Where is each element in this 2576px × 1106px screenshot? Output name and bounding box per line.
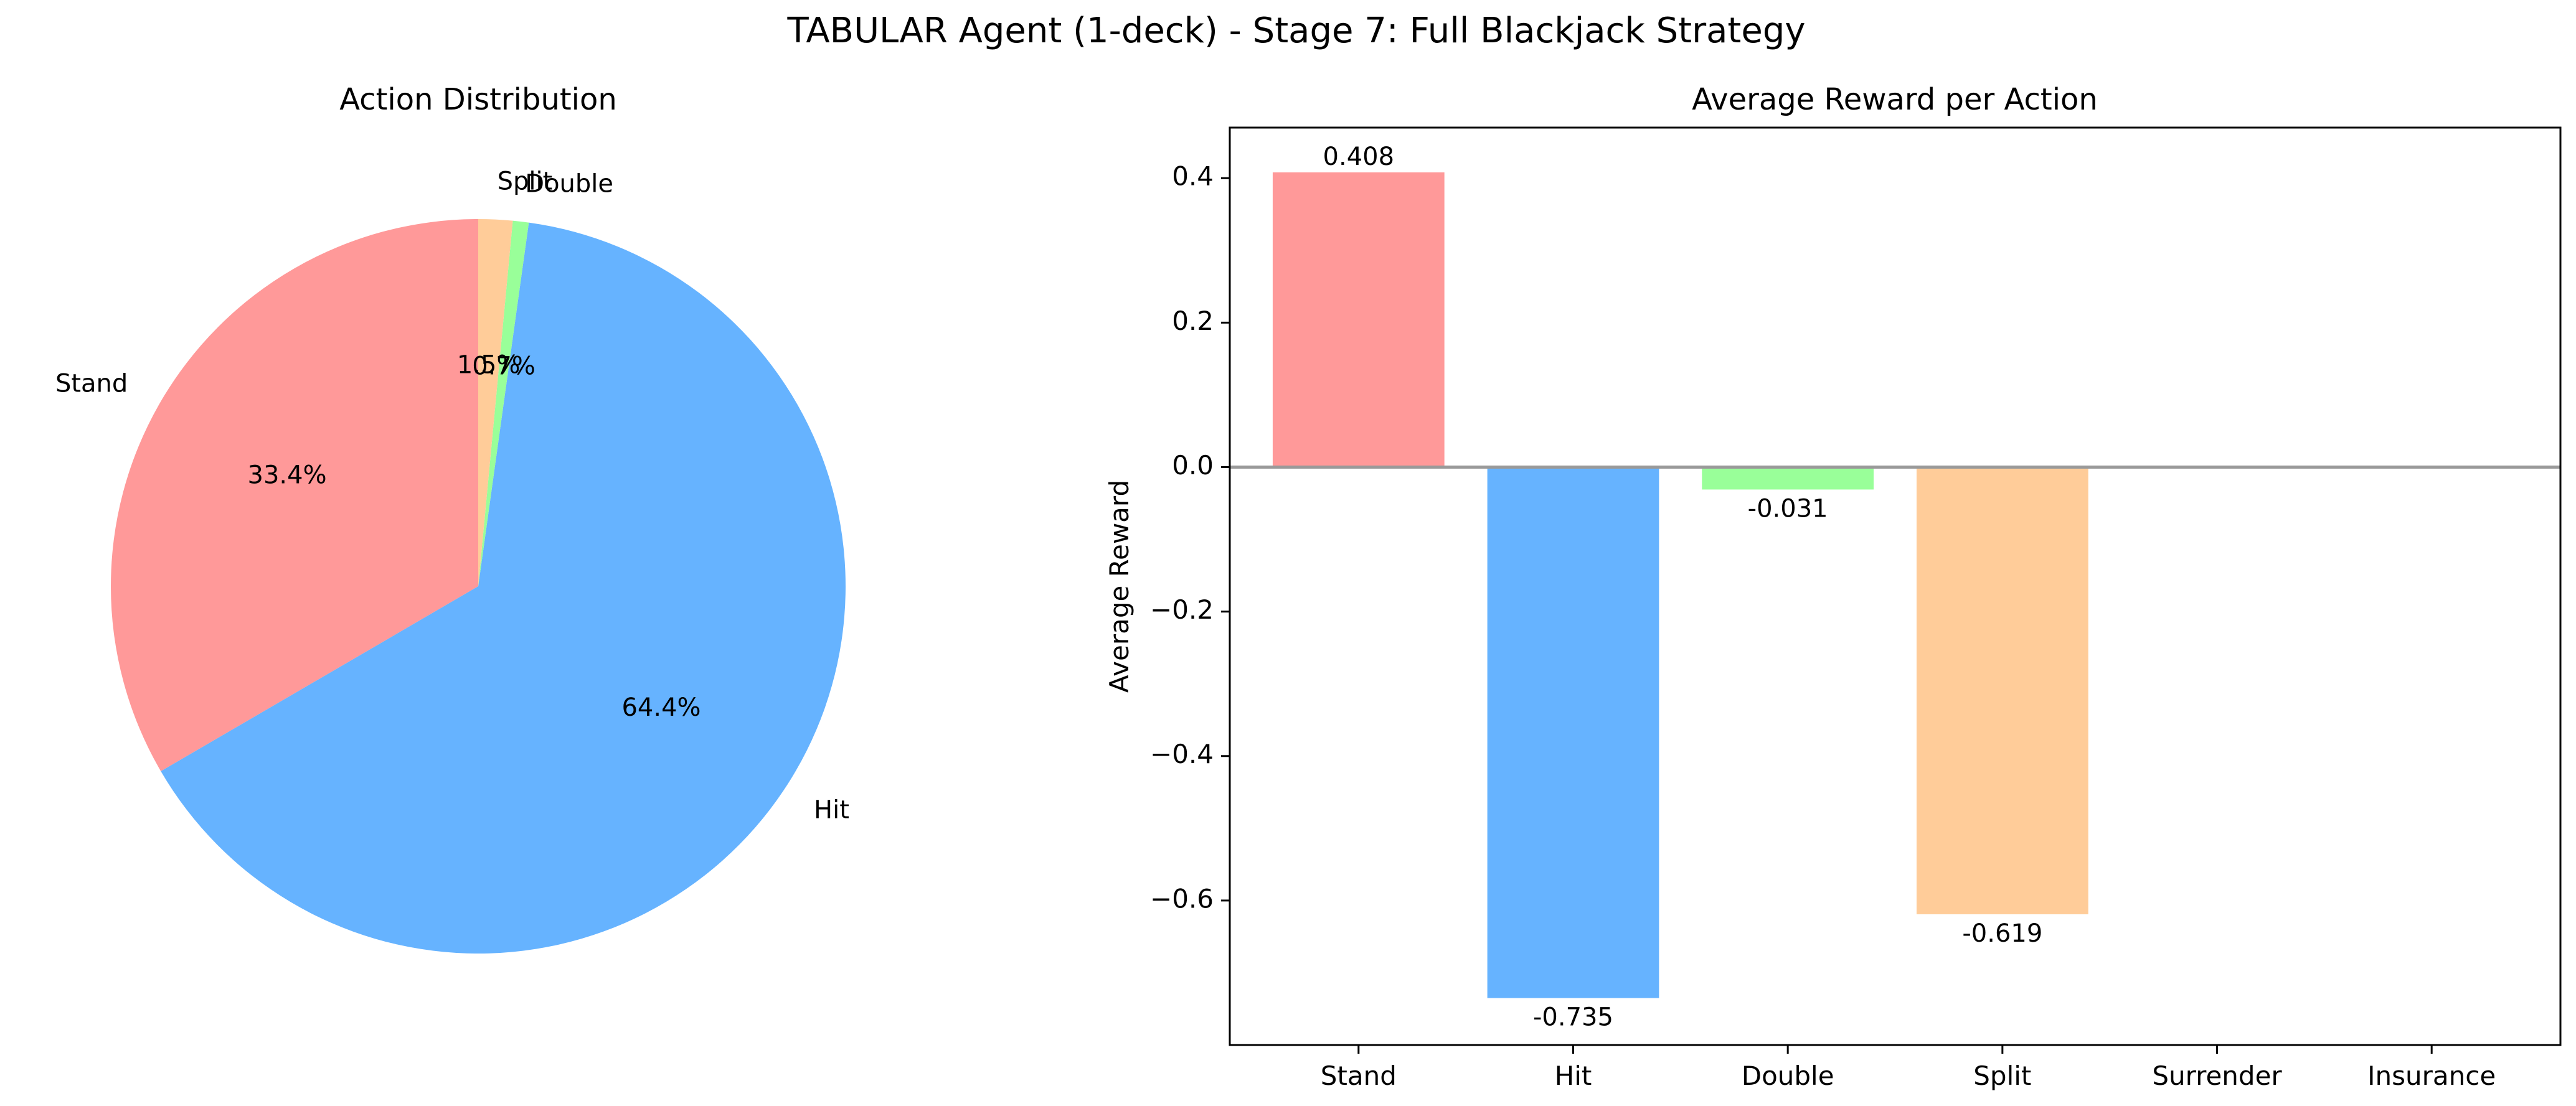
pie-pct-hit: 64.4% bbox=[621, 693, 701, 722]
bar-ticks: Stand Hit Double Split Surrender Insurance 0.4… bbox=[1150, 161, 2496, 1091]
pie-pct-double: 0.7% bbox=[472, 352, 535, 380]
pie-label-double: Double bbox=[525, 169, 613, 198]
y-tick-label-0: 0.4 bbox=[1172, 161, 1214, 192]
bar-value-label-hit: -0.735 bbox=[1533, 1003, 1613, 1032]
pie-label-hit: Hit bbox=[814, 795, 849, 824]
pie-pct-split: 1.5% bbox=[457, 350, 521, 379]
y-tick-label-2: 0.0 bbox=[1172, 450, 1214, 480]
x-tick-label-hit: Hit bbox=[1555, 1061, 1592, 1091]
y-tick-label-5: −0.6 bbox=[1150, 883, 1214, 914]
bar-value-label-double: -0.031 bbox=[1748, 494, 1828, 523]
bar-bars bbox=[1272, 172, 2088, 998]
bar-hit bbox=[1487, 467, 1659, 998]
y-tick-label-3: −0.2 bbox=[1150, 594, 1214, 625]
x-tick-label-split: Split bbox=[1973, 1061, 2031, 1091]
bar-double bbox=[1702, 467, 1874, 490]
x-tick-label-surrender: Surrender bbox=[2152, 1061, 2282, 1091]
bar-ylabel: Average Reward bbox=[1104, 480, 1135, 693]
pie-label-split: Split bbox=[498, 167, 553, 196]
pie-slice-stand bbox=[111, 219, 478, 772]
pie-slice-split bbox=[478, 219, 513, 586]
pie-slices bbox=[111, 219, 846, 954]
bar-value-label-split: -0.619 bbox=[1962, 919, 2042, 948]
x-tick-label-double: Double bbox=[1742, 1061, 1834, 1091]
pie-slice-double bbox=[478, 220, 529, 587]
figure-title: TABULAR Agent (1-deck) - Stage 7: Full B… bbox=[786, 11, 1805, 51]
bar-chart: Average Reward per Action Stand Hit Double… bbox=[1104, 82, 2562, 1091]
bar-stand bbox=[1272, 172, 1445, 467]
pie-slice-hit bbox=[161, 222, 846, 954]
pie-labels: Stand 33.4% Hit 64.4% Double 0.7% Split 1.5% bbox=[55, 167, 849, 825]
pie-title: Action Distribution bbox=[339, 82, 617, 117]
y-tick-label-4: −0.4 bbox=[1150, 739, 1214, 769]
bar-title: Average Reward per Action bbox=[1692, 82, 2098, 117]
pie-chart: Action Distribution Stand 33.4% Hit 64.4% Do… bbox=[55, 82, 849, 954]
x-tick-label-stand: Stand bbox=[1321, 1061, 1397, 1091]
bar-split bbox=[1916, 467, 2088, 914]
bar-axes-frame bbox=[1229, 126, 2562, 1046]
x-tick-label-insurance: Insurance bbox=[2367, 1061, 2496, 1091]
bar-value-label-stand: 0.408 bbox=[1323, 143, 1395, 171]
pie-label-stand: Stand bbox=[55, 370, 128, 398]
pie-pct-stand: 33.4% bbox=[248, 461, 327, 490]
y-tick-label-1: 0.2 bbox=[1172, 306, 1214, 336]
bar-value-labels: 0.408 -0.735 -0.031 -0.619 bbox=[1323, 143, 2043, 1032]
